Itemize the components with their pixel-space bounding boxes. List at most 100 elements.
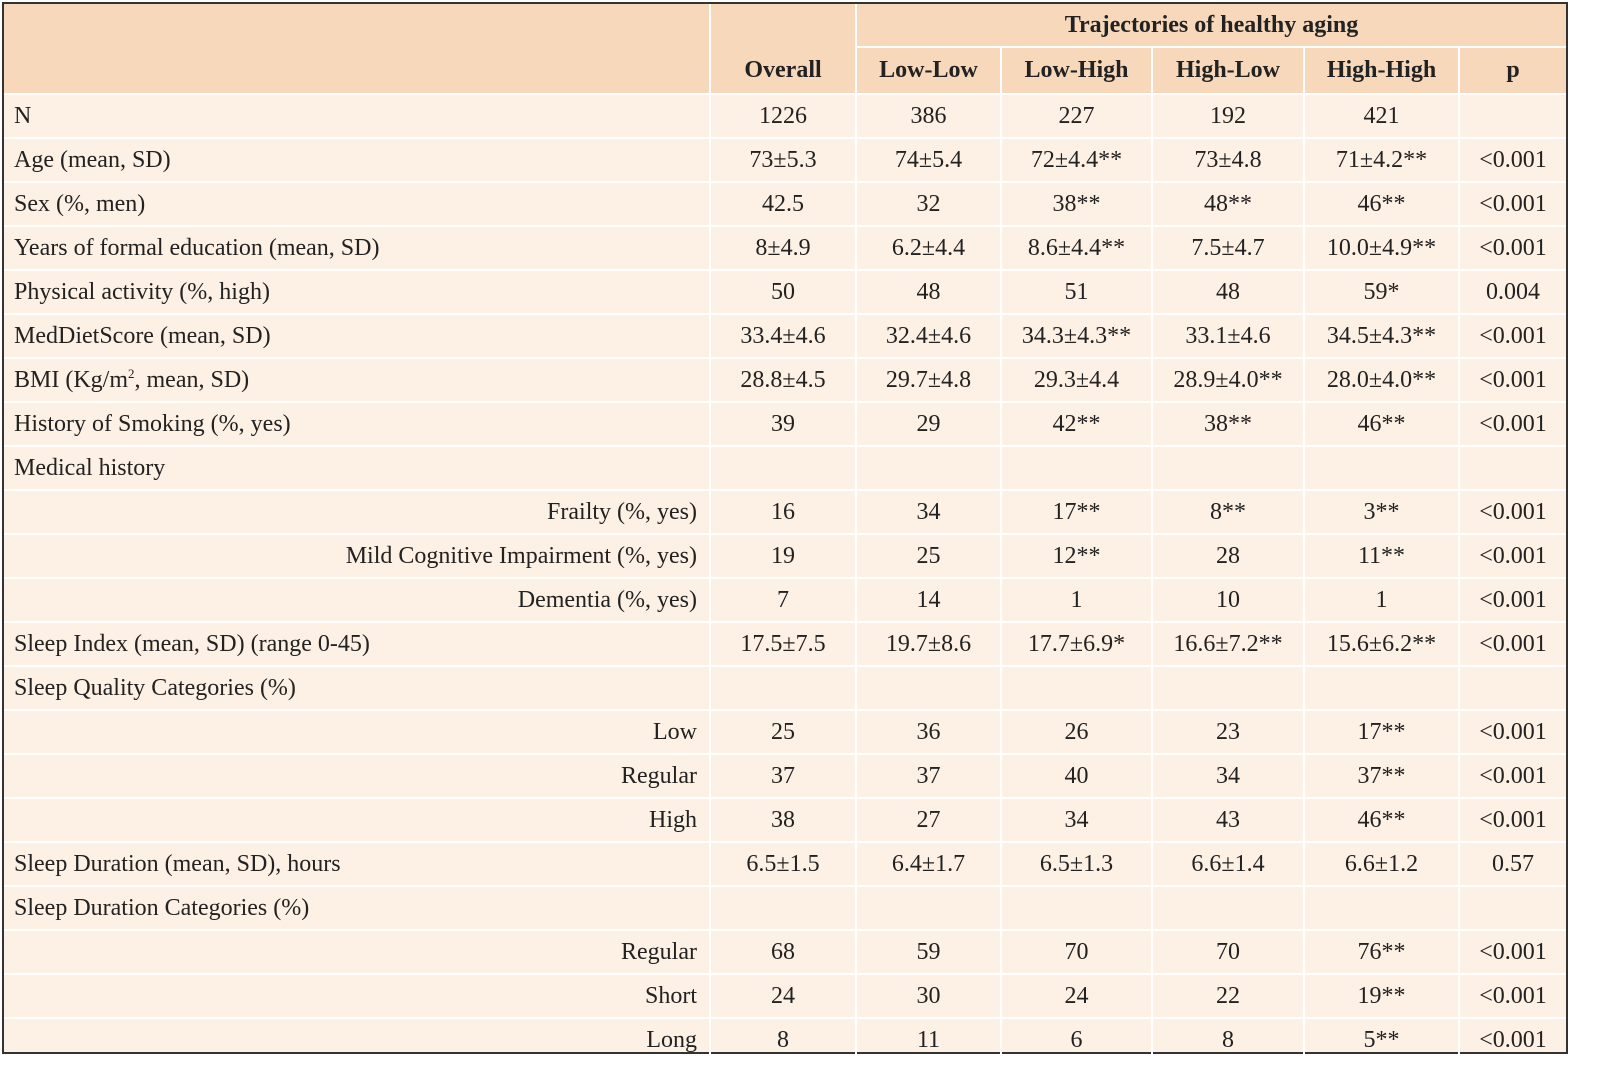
table-cell: 19.7±8.6 bbox=[855, 621, 1001, 666]
row-label: MedDietScore (mean, SD) bbox=[4, 313, 710, 358]
row-label: High bbox=[4, 797, 710, 842]
table-cell: 32 bbox=[855, 181, 1001, 226]
table-cell: 192 bbox=[1151, 93, 1304, 138]
table-cell: 8.6±4.4** bbox=[1000, 225, 1152, 270]
table-row: Regular 68 59 70 70 76** <0.001 bbox=[4, 929, 1567, 974]
table-cell: 16 bbox=[709, 489, 856, 534]
row-label-text: Sleep Quality Categories (%) bbox=[14, 674, 296, 701]
table-cell: 24 bbox=[709, 973, 856, 1018]
row-label-text: High bbox=[649, 806, 697, 833]
table-row: Sleep Quality Categories (%) bbox=[4, 665, 1567, 710]
table-row: N 1226 386 227 192 421 bbox=[4, 93, 1567, 138]
row-label-text: Regular bbox=[621, 762, 697, 789]
header-blank-cell bbox=[4, 4, 711, 47]
row-label: Low bbox=[4, 709, 710, 754]
table-cell: 12** bbox=[1000, 533, 1152, 578]
table-cell: <0.001 bbox=[1457, 137, 1567, 182]
table-cell: 8 bbox=[709, 1017, 856, 1061]
table-cell: 28.0±4.0** bbox=[1303, 357, 1459, 402]
table-cell: 23 bbox=[1151, 709, 1304, 754]
row-label: Physical activity (%, high) bbox=[4, 269, 710, 314]
row-label: Mild Cognitive Impairment (%, yes) bbox=[4, 533, 710, 578]
table-row: Short 24 30 24 22 19** <0.001 bbox=[4, 973, 1567, 1018]
table-row: Years of formal education (mean, SD) 8±4.… bbox=[4, 225, 1567, 270]
row-label-text: Low bbox=[653, 718, 697, 745]
table-cell: 19 bbox=[709, 533, 856, 578]
row-label-text: Dementia (%, yes) bbox=[517, 586, 697, 613]
table-cell: 28 bbox=[1151, 533, 1304, 578]
table-cell: <0.001 bbox=[1457, 181, 1567, 226]
row-label-text: Sleep Duration Categories (%) bbox=[14, 894, 310, 921]
table-cell bbox=[1000, 665, 1152, 710]
table-cell: 6.4±1.7 bbox=[855, 841, 1001, 886]
table-cell: 73±5.3 bbox=[709, 137, 856, 182]
table-header: Trajectories of healthy aging Overall Lo… bbox=[4, 4, 1567, 94]
table-cell: 6.5±1.3 bbox=[1000, 841, 1152, 886]
table-row: Age (mean, SD) 73±5.3 74±5.4 72±4.4** 73±4.8… bbox=[4, 137, 1567, 182]
table-cell bbox=[709, 665, 856, 710]
table-cell: 1 bbox=[1000, 577, 1152, 622]
row-label: Sleep Duration (mean, SD), hours bbox=[4, 841, 710, 886]
table-cell: 15.6±6.2** bbox=[1303, 621, 1459, 666]
table-cell: <0.001 bbox=[1457, 1017, 1567, 1061]
table-cell: 37 bbox=[709, 753, 856, 798]
table-cell: 37** bbox=[1303, 753, 1459, 798]
table-cell: 29.7±4.8 bbox=[855, 357, 1001, 402]
table-cell: <0.001 bbox=[1457, 929, 1567, 974]
row-label: Years of formal education (mean, SD) bbox=[4, 225, 710, 270]
table-cell: 34 bbox=[1151, 753, 1304, 798]
table-cell bbox=[1000, 445, 1152, 490]
table-row: Physical activity (%, high) 50 48 51 48 59* 0.… bbox=[4, 269, 1567, 314]
column-header-low-low: Low-Low bbox=[855, 47, 1001, 94]
table-cell bbox=[1303, 445, 1459, 490]
header-blank-cell bbox=[710, 4, 857, 47]
row-label: Sleep Index (mean, SD) (range 0-45) bbox=[4, 621, 710, 666]
table-cell: 25 bbox=[855, 533, 1001, 578]
column-header-overall: Overall bbox=[709, 47, 856, 94]
table-row: Regular 37 37 40 34 37** <0.001 bbox=[4, 753, 1567, 798]
table-row: Sex (%, men) 42.5 32 38** 48** 46** <0.001 bbox=[4, 181, 1567, 226]
table-cell: 71±4.2** bbox=[1303, 137, 1459, 182]
table-cell: 46** bbox=[1303, 181, 1459, 226]
header-blank-cell bbox=[4, 47, 710, 94]
table-cell: 11** bbox=[1303, 533, 1459, 578]
table-cell: <0.001 bbox=[1457, 313, 1567, 358]
table-cell: 0.004 bbox=[1457, 269, 1567, 314]
table-cell: 48 bbox=[1151, 269, 1304, 314]
row-label-text: Mild Cognitive Impairment (%, yes) bbox=[345, 542, 697, 569]
table-cell: 1 bbox=[1303, 577, 1459, 622]
table-cell bbox=[855, 665, 1001, 710]
table-cell: 33.1±4.6 bbox=[1151, 313, 1304, 358]
table-cell: 6.6±1.2 bbox=[1303, 841, 1459, 886]
table-cell bbox=[1151, 445, 1304, 490]
table-cell: 68 bbox=[709, 929, 856, 974]
table-cell: 14 bbox=[855, 577, 1001, 622]
row-label-text: Sex (%, men) bbox=[14, 190, 146, 217]
table-cell: 22 bbox=[1151, 973, 1304, 1018]
table-cell: 59* bbox=[1303, 269, 1459, 314]
row-label: BMI (Kg/m2, mean, SD) bbox=[4, 357, 710, 402]
row-label-superscript: 2 bbox=[128, 365, 135, 381]
table-cell bbox=[1151, 665, 1304, 710]
row-label: Long bbox=[4, 1017, 710, 1061]
table-cell: 34.3±4.3** bbox=[1000, 313, 1152, 358]
column-header-p: p bbox=[1457, 47, 1567, 94]
table-body: N 1226 386 227 192 421 Age (mean, SD) 73±5.3 74±… bbox=[4, 93, 1567, 1061]
row-label: Regular bbox=[4, 753, 710, 798]
table-cell bbox=[709, 445, 856, 490]
data-table-container: Trajectories of healthy aging Overall Lo… bbox=[2, 2, 1568, 1061]
table-cell bbox=[1457, 93, 1567, 138]
table-cell: 29.3±4.4 bbox=[1000, 357, 1152, 402]
row-label: Sex (%, men) bbox=[4, 181, 710, 226]
table-cell: 17** bbox=[1000, 489, 1152, 534]
row-label: Sleep Duration Categories (%) bbox=[4, 885, 710, 930]
table-cell: 6.2±4.4 bbox=[855, 225, 1001, 270]
characteristics-table: Trajectories of healthy aging Overall Lo… bbox=[4, 4, 1567, 1061]
row-label: History of Smoking (%, yes) bbox=[4, 401, 710, 446]
table-cell: 227 bbox=[1000, 93, 1152, 138]
table-cell: 16.6±7.2** bbox=[1151, 621, 1304, 666]
table-cell bbox=[855, 885, 1001, 930]
table-cell: 25 bbox=[709, 709, 856, 754]
table-cell: 0.57 bbox=[1457, 841, 1567, 886]
table-cell: 38 bbox=[709, 797, 856, 842]
